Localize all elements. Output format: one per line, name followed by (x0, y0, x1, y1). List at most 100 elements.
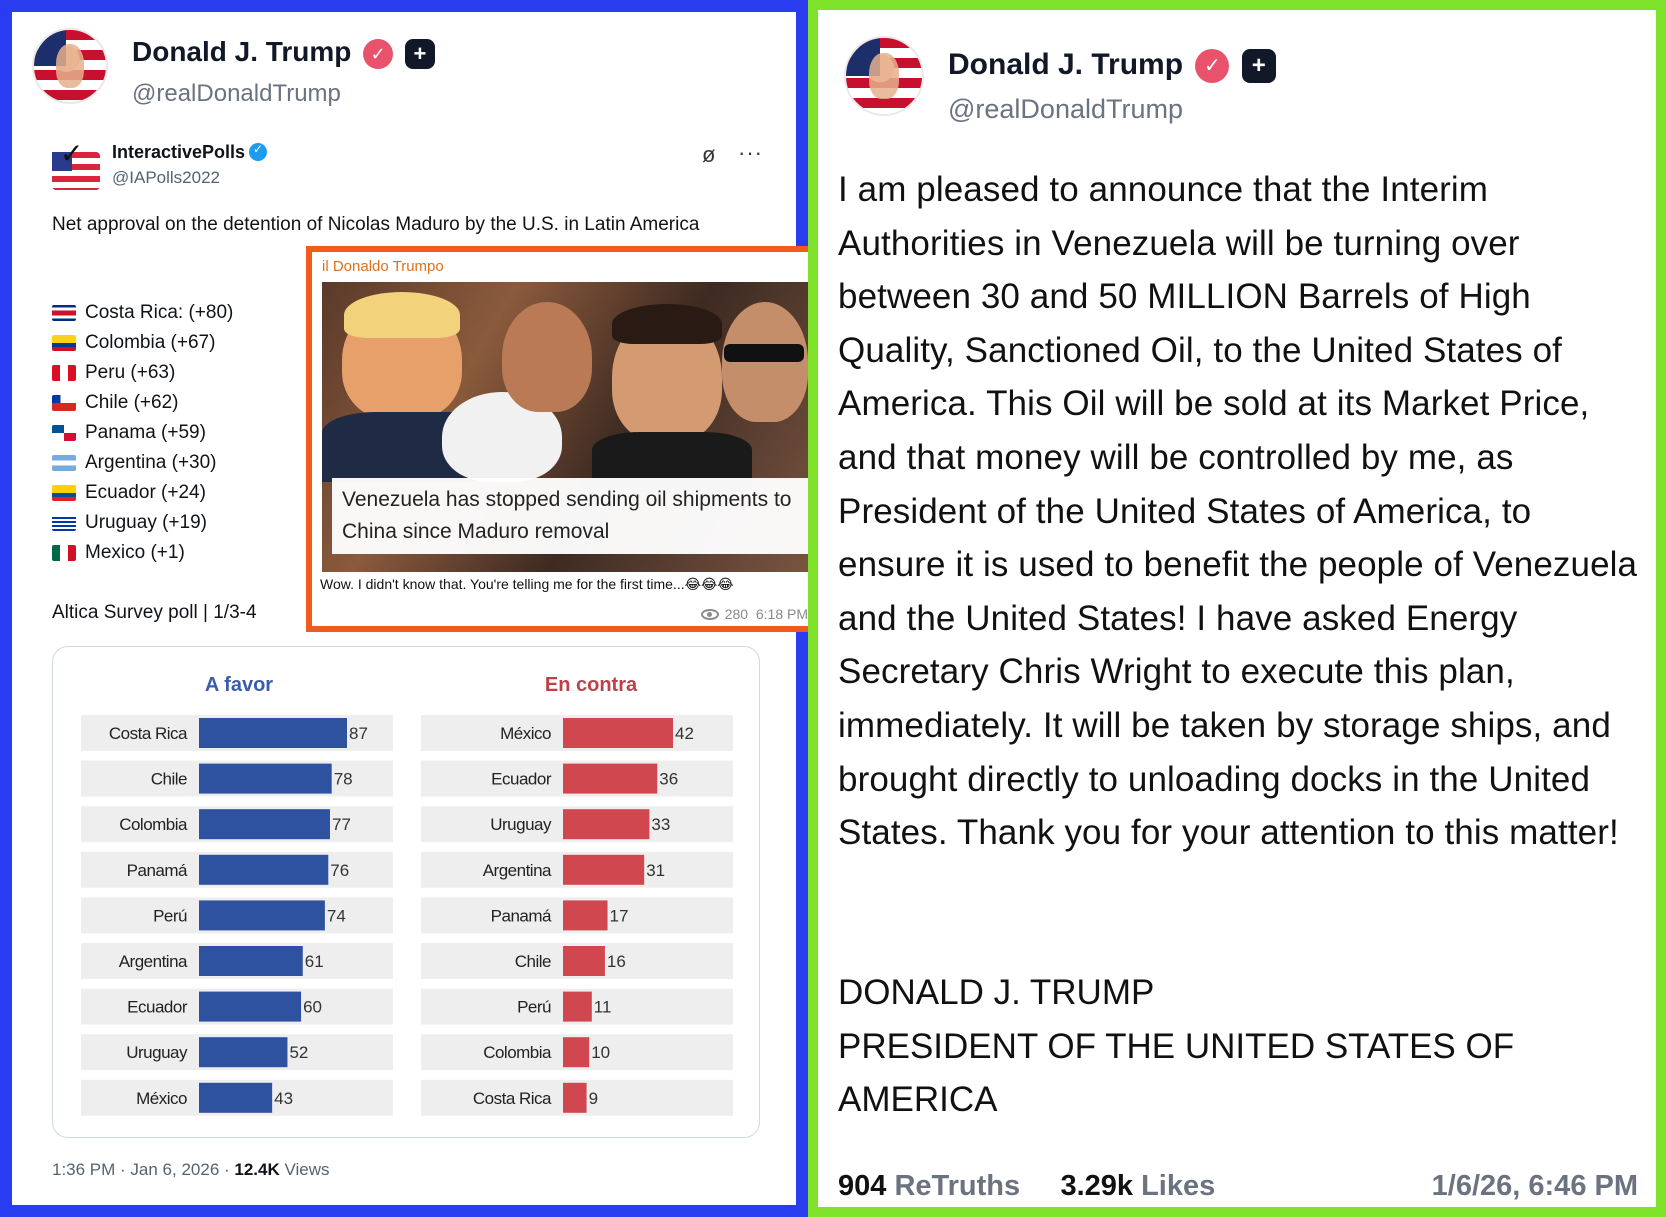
right-screenshot-panel: Donald J. Trump + @realDonaldTrump I am … (808, 0, 1666, 1217)
bar (563, 809, 650, 840)
author-name[interactable]: Donald J. Trump + (948, 48, 1276, 84)
truth-plus-icon: + (404, 38, 435, 69)
list-item: Ecuador (+24) (52, 478, 233, 508)
bar (563, 900, 608, 931)
data-label: 60 (303, 998, 322, 1017)
country-approval-list: Costa Rica: (+80) Colombia (+67) Peru (+… (52, 298, 233, 568)
eye-icon (700, 609, 719, 620)
author-name[interactable]: Donald J. Trump + (132, 36, 435, 69)
data-label: 78 (334, 770, 353, 789)
truth-signature: DONALD J. TRUMP PRESIDENT OF THE UNITED … (838, 973, 1515, 1120)
data-label: 9 (589, 1089, 598, 1108)
tick-label: México (136, 1089, 187, 1108)
figure-right1-hair (612, 304, 722, 344)
data-label: 11 (594, 998, 612, 1017)
costa-rica-flag-icon (52, 305, 76, 321)
tick-label: Perú (517, 998, 551, 1017)
bar (199, 854, 329, 885)
meme-meta: 280 6:18 PM (700, 606, 808, 622)
list-item: Chile (+62) (52, 388, 233, 418)
bar (199, 763, 332, 794)
bar (199, 946, 303, 976)
us-flag-icon (52, 152, 100, 190)
data-label: 61 (305, 952, 324, 971)
tick-label: Colombia (483, 1043, 552, 1062)
grok-icon[interactable]: ø (702, 142, 716, 167)
bar (199, 1037, 288, 1068)
panama-flag-icon (52, 425, 76, 441)
author-avatar[interactable] (32, 28, 108, 104)
chile-flag-icon (52, 395, 76, 411)
data-label: 17 (610, 906, 629, 925)
more-options-icon[interactable]: ··· (738, 140, 763, 165)
list-item: Argentina (+30) (52, 448, 233, 478)
list-item: Colombia (+67) (52, 328, 233, 358)
bar (199, 991, 302, 1022)
data-label: 76 (330, 861, 349, 880)
verified-badge-icon (363, 38, 394, 69)
tick-label: Perú (153, 906, 187, 925)
colombia-flag-icon (52, 335, 76, 351)
list-item: Panama (+59) (52, 418, 233, 448)
tick-label: Panamá (127, 861, 188, 880)
interactivepolls-logo[interactable]: ✓ (52, 140, 100, 190)
bar (199, 809, 330, 840)
data-label: 74 (327, 906, 346, 925)
data-label: 42 (675, 724, 694, 743)
bar (563, 854, 645, 885)
tick-label: Ecuador (491, 770, 552, 789)
likes-count[interactable]: 3.29k Likes (1060, 1170, 1216, 1202)
tick-label: Colombia (119, 815, 188, 834)
bar (563, 1082, 587, 1113)
verified-badge-icon (1195, 49, 1230, 84)
mexico-flag-icon (52, 545, 76, 561)
data-label: 10 (591, 1043, 610, 1062)
list-item: Mexico (+1) (52, 538, 233, 568)
tick-label: Argentina (119, 952, 188, 971)
tick-label: Costa Rica (109, 724, 188, 743)
poll-chart-card[interactable]: A favor Costa Rica 87 Chile 78 Colombia 77 Pana… (52, 646, 760, 1138)
checkmark-icon: ✓ (60, 138, 84, 169)
embedded-tweet-footer: 1:36 PM · Jan 6, 2026 · 12.4K Views (52, 1160, 330, 1179)
list-item: Costa Rica: (+80) (52, 298, 233, 328)
tick-label: Chile (515, 952, 551, 971)
list-item: Peru (+63) (52, 358, 233, 388)
meme-overlay-card[interactable]: il Donaldo Trumpo Venezuela has stopped … (306, 246, 822, 632)
truth-post-text: I am pleased to announce that the Interi… (838, 170, 1638, 853)
tick-label: Chile (151, 770, 187, 789)
data-label: 77 (332, 815, 351, 834)
poll-bar-charts: A favor Costa Rica 87 Chile 78 Colombia 77 Pana… (81, 674, 733, 1116)
bar (199, 718, 347, 748)
sunglasses-icon (724, 344, 804, 362)
bar (199, 1082, 273, 1113)
figure-middle (502, 302, 592, 412)
author-handle[interactable]: @realDonaldTrump (948, 94, 1183, 124)
author-avatar[interactable] (844, 36, 924, 116)
truth-plus-icon: + (1241, 49, 1276, 84)
poll-source: Altica Survey poll | 1/3-4 (52, 602, 257, 623)
argentina-flag-icon (52, 455, 76, 471)
tick-label: Argentina (483, 861, 552, 880)
post-timestamp[interactable]: 1/6/26, 6:46 PM (1431, 1170, 1638, 1202)
bar (199, 900, 325, 931)
meme-caption: Venezuela has stopped sending oil shipme… (332, 478, 810, 554)
data-label: 36 (659, 770, 678, 789)
tick-label: Uruguay (126, 1043, 188, 1062)
embedded-account-name[interactable]: InteractivePolls (112, 142, 268, 163)
meme-comment: Wow. I didn't know that. You're telling … (320, 576, 734, 592)
chart-title: A favor (205, 674, 273, 696)
tick-label: México (500, 724, 551, 743)
chart-title: En contra (545, 674, 638, 696)
meme-image[interactable]: Venezuela has stopped sending oil shipme… (322, 282, 810, 572)
data-label: 33 (651, 815, 670, 834)
ecuador-flag-icon (52, 485, 76, 501)
retruths-count[interactable]: 904 ReTruths (838, 1170, 1021, 1202)
tick-label: Costa Rica (473, 1089, 552, 1108)
peru-flag-icon (52, 365, 76, 381)
channel-name[interactable]: il Donaldo Trumpo (322, 258, 444, 275)
tick-label: Ecuador (127, 998, 188, 1017)
embedded-account-handle[interactable]: @IAPolls2022 (112, 168, 220, 187)
data-label: 43 (274, 1089, 293, 1108)
data-label: 87 (349, 724, 368, 743)
author-handle[interactable]: @realDonaldTrump (132, 80, 341, 107)
